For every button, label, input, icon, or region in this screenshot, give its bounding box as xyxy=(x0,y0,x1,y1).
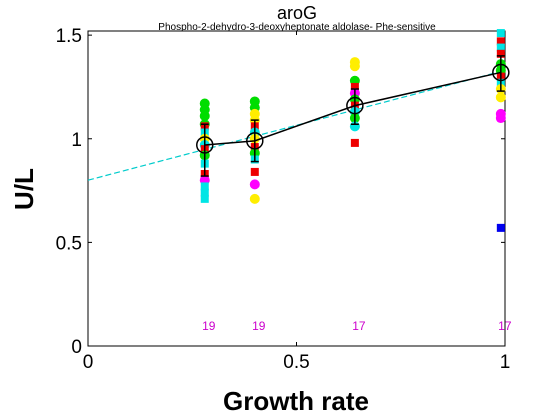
chart-subtitle: Phospho-2-dehydro-3-deoxyheptonate aldol… xyxy=(158,22,436,33)
data-point-square xyxy=(200,188,209,197)
mean-marker xyxy=(196,136,214,154)
data-point-square xyxy=(350,138,359,147)
plot-area xyxy=(87,30,506,347)
data-point-circle xyxy=(199,110,210,121)
y-tick-label: 1 xyxy=(71,130,82,151)
mean-marker xyxy=(346,96,364,115)
x-tick-label: 0 xyxy=(83,352,94,373)
data-point-square xyxy=(496,49,505,58)
mean-marker xyxy=(246,132,264,150)
sample-count-label: 19 xyxy=(252,319,266,333)
y-tick-label: 0.5 xyxy=(56,233,82,254)
data-point-circle xyxy=(349,61,360,72)
data-point-circle xyxy=(495,113,506,124)
y-axis-ticks: 0 0.5 1 1.5 xyxy=(56,26,505,358)
data-point-square xyxy=(496,29,505,38)
data-point-square xyxy=(496,43,505,52)
x-tick-label: 1 xyxy=(500,352,511,373)
data-point-square xyxy=(496,37,505,46)
x-axis-ticks: 0 0.5 1 xyxy=(83,31,511,373)
data-point-square xyxy=(350,82,359,91)
data-point-circle xyxy=(249,179,260,190)
data-point-circle xyxy=(495,92,506,103)
chart-title: aroG xyxy=(277,3,317,23)
sample-count-label: 17 xyxy=(352,319,366,333)
y-tick-label: 0 xyxy=(71,337,82,358)
mean-line xyxy=(204,71,501,146)
x-tick-label: 0.5 xyxy=(283,352,309,373)
mean-marker xyxy=(492,63,510,82)
x-axis-label: Growth rate xyxy=(223,386,369,416)
data-point-square xyxy=(200,182,209,191)
sample-count-label: 17 xyxy=(498,319,512,333)
data-point-square xyxy=(200,194,209,203)
data-point-square xyxy=(496,223,505,232)
y-axis-label: U/L xyxy=(9,168,39,210)
mean-series-layer xyxy=(196,55,510,177)
data-point-circle xyxy=(249,193,260,204)
data-point-square xyxy=(250,167,259,176)
y-tick-label: 1.5 xyxy=(56,26,82,47)
sample-count-label: 19 xyxy=(202,319,216,333)
sample-count-labels: 19 19 17 17 xyxy=(202,319,512,333)
